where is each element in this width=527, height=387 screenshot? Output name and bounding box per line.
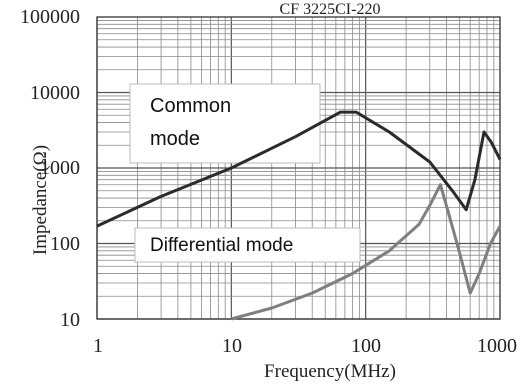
series-common-mode-line [96, 110, 502, 228]
y-tick-labels: 100000 10000 1000 100 10 [20, 6, 80, 331]
x-tick-label: 100 [351, 335, 381, 357]
common-mode-label-box [129, 83, 321, 164]
y-tick-label: 1000 [40, 157, 80, 179]
series-differential-mode-line [230, 183, 502, 321]
common-mode-label-line1: Common [150, 95, 231, 117]
differential-mode-label-box [134, 227, 361, 263]
chart-grid [96, 17, 500, 320]
y-axis-label: Impedance(Ω) [30, 145, 51, 255]
x-tick-label: 1 [93, 335, 103, 357]
common-mode-label-line2: mode [150, 128, 200, 150]
y-tick-label: 100000 [20, 6, 80, 28]
y-tick-label: 10 [60, 309, 80, 331]
x-tick-label: 1000 [477, 335, 517, 357]
x-tick-labels: 1 10 100 1000 [93, 335, 517, 357]
y-tick-label: 10000 [30, 82, 80, 104]
x-axis-label: Frequency(MHz) [264, 361, 396, 382]
chart-title: CF 3225CI-220 [280, 1, 381, 18]
plot-frame [96, 16, 501, 320]
x-tick-label: 10 [222, 335, 242, 357]
differential-mode-label: Differential mode [150, 235, 293, 256]
y-tick-label: 100 [50, 233, 80, 255]
